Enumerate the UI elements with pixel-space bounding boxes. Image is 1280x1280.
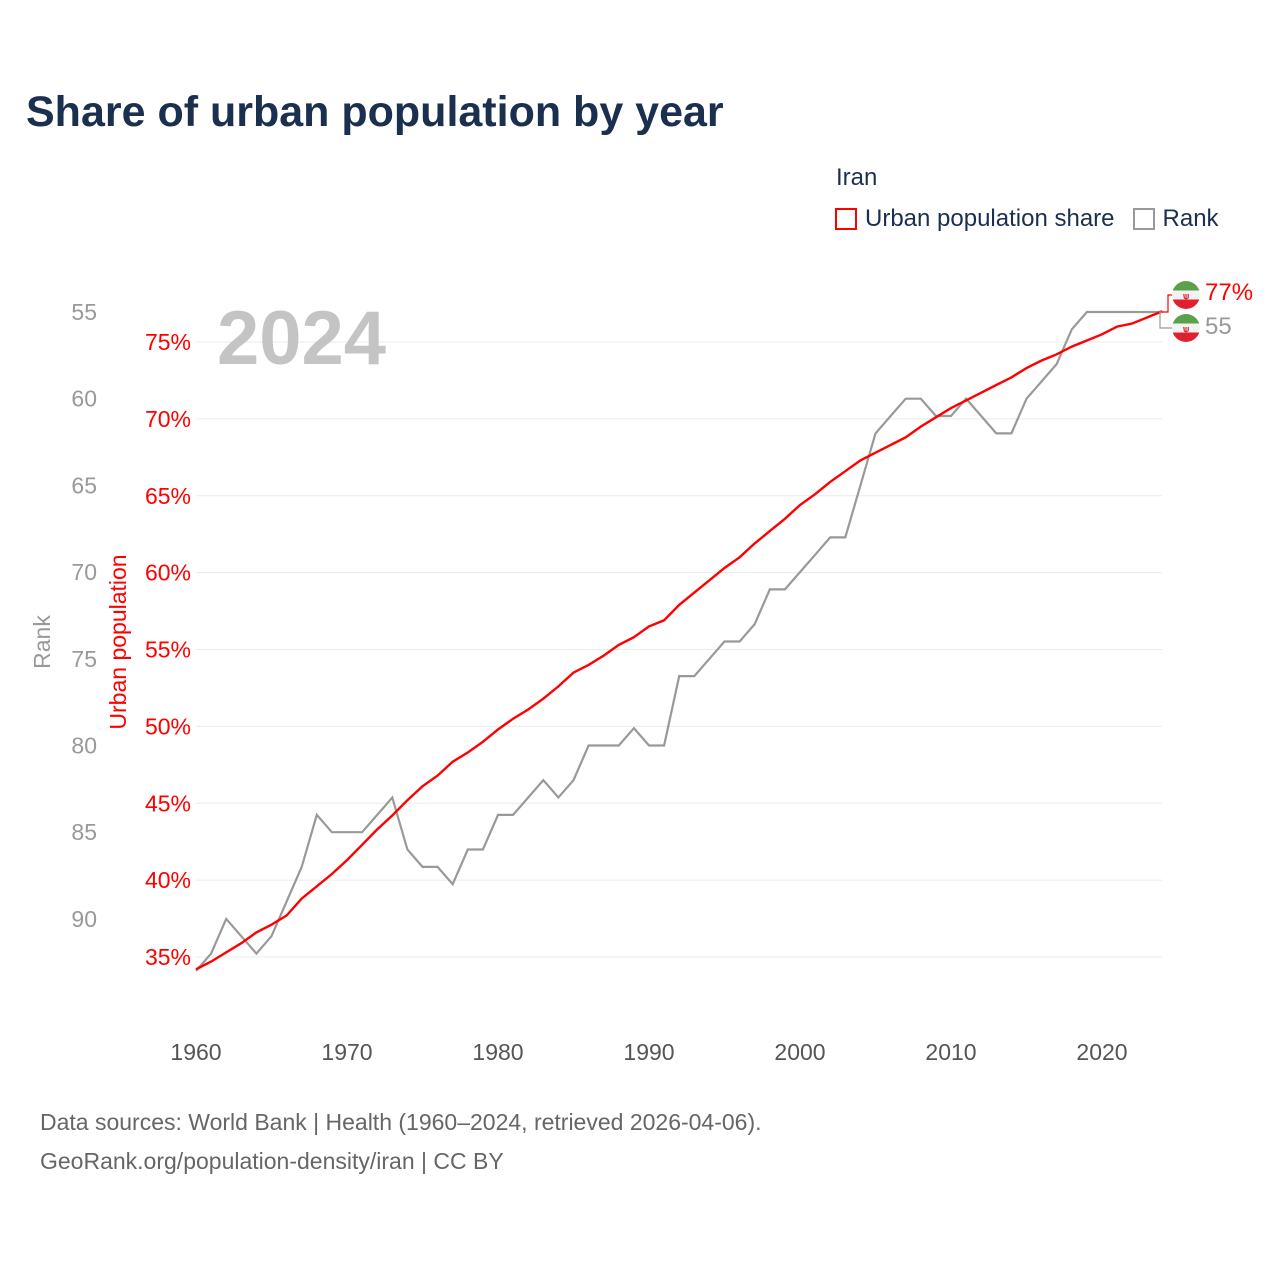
rank-tick-label: 60: [71, 386, 97, 412]
urban-end-bracket: [1162, 294, 1174, 313]
y-tick-label: 55%: [145, 637, 191, 663]
urban-end-label: 77%: [1205, 279, 1253, 306]
rank-tick-label: 75: [71, 646, 97, 672]
x-tick-label: 2020: [1076, 1039, 1127, 1065]
y-tick-label: 60%: [145, 560, 191, 586]
rank-tick-label: 80: [71, 733, 97, 759]
x-tick-label: 1960: [170, 1039, 221, 1065]
y-tick-label: 75%: [145, 329, 191, 355]
rank-tick-label: 85: [71, 819, 97, 845]
x-tick-label: 1980: [472, 1039, 523, 1065]
footer-link[interactable]: GeoRank.org/population-density/iran | CC…: [40, 1148, 504, 1174]
y-tick-label: 50%: [145, 713, 191, 739]
urban-swatch-icon: [835, 208, 857, 230]
rank-tick-label: 70: [71, 559, 97, 585]
y-axis-title: Urban population: [105, 554, 131, 729]
urban-line: [195, 310, 1163, 971]
legend-item-urban[interactable]: Urban population share: [835, 205, 1115, 233]
y-tick-label: 65%: [145, 483, 191, 509]
svg-text:ѱ: ѱ: [1183, 291, 1190, 301]
legend-title: Iran: [836, 164, 878, 191]
x-tick-label: 2010: [925, 1039, 976, 1065]
iran-flag-icon: ѱ: [1172, 281, 1200, 309]
rank-end-label: 55: [1205, 313, 1232, 340]
legend-item-rank[interactable]: Rank: [1132, 205, 1219, 233]
rank-end-bracket: [1159, 311, 1174, 329]
footer-sources: Data sources: World Bank | Health (1960–…: [40, 1109, 762, 1135]
y-tick-label: 35%: [145, 944, 191, 970]
legend: Urban population share Rank: [835, 205, 1237, 233]
y-tick-label: 45%: [145, 790, 191, 816]
x-tick-label: 2000: [774, 1039, 825, 1065]
rank-tick-label: 55: [71, 299, 97, 325]
legend-label: Urban population share: [865, 205, 1115, 232]
y-tick-label: 70%: [145, 406, 191, 432]
rank-axis-title: Rank: [29, 615, 55, 669]
x-tick-label: 1990: [623, 1039, 674, 1065]
y-tick-label: 40%: [145, 867, 191, 893]
page-title: Share of urban population by year: [26, 88, 724, 136]
svg-text:ѱ: ѱ: [1183, 324, 1190, 334]
rank-tick-label: 65: [71, 472, 97, 498]
year-watermark: 2024: [217, 296, 386, 381]
x-tick-label: 1970: [321, 1039, 372, 1065]
iran-flag-icon: ѱ: [1172, 314, 1200, 342]
rank-tick-label: 90: [71, 906, 97, 932]
legend-label: Rank: [1162, 205, 1219, 232]
rank-swatch-icon: [1132, 208, 1155, 230]
rank-line: [195, 310, 1163, 972]
